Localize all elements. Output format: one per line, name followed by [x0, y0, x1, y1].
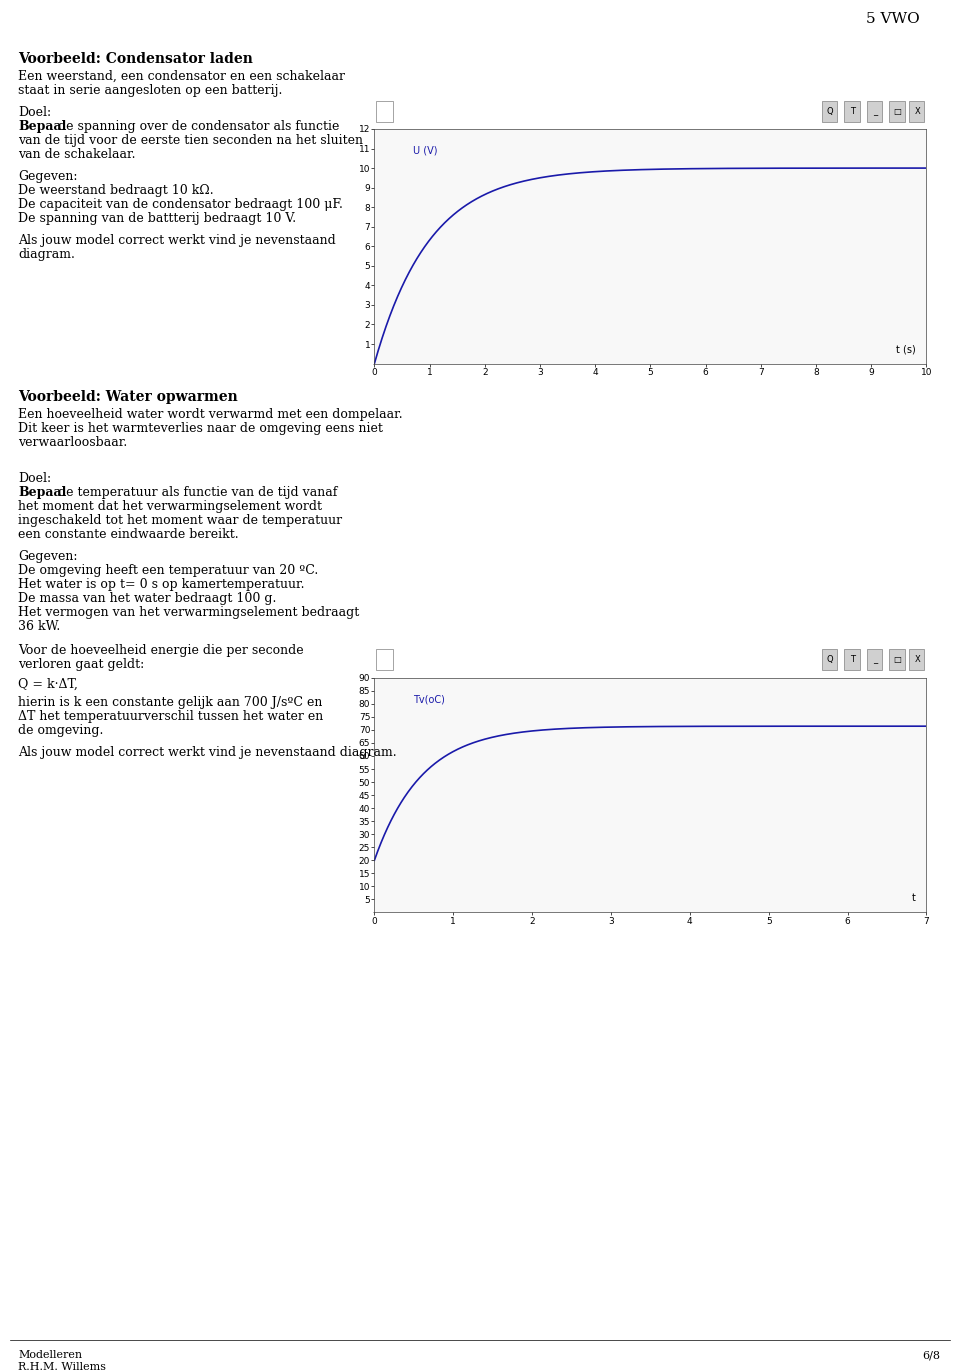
Text: 36 kW.: 36 kW. — [18, 620, 60, 632]
Bar — [909, 649, 924, 671]
Bar — [909, 100, 924, 122]
Text: T: T — [850, 656, 855, 664]
Text: De capaciteit van de condensator bedraagt 100 μF.: De capaciteit van de condensator bedraag… — [18, 198, 343, 211]
Text: de temperatuur als functie van de tijd vanaf: de temperatuur als functie van de tijd v… — [54, 486, 337, 499]
Text: De massa van het water bedraagt 100 g.: De massa van het water bedraagt 100 g. — [18, 591, 276, 605]
Text: 6/8: 6/8 — [922, 1350, 940, 1360]
Text: _: _ — [873, 107, 877, 115]
Text: Bepaal: Bepaal — [18, 486, 66, 499]
Bar — [844, 649, 860, 671]
Text: De omgeving heeft een temperatuur van 20 ºC.: De omgeving heeft een temperatuur van 20… — [18, 564, 319, 578]
Text: De weerstand bedraagt 10 kΩ.: De weerstand bedraagt 10 kΩ. — [18, 184, 214, 198]
Text: T: T — [850, 107, 855, 115]
Text: Als jouw model correct werkt vind je nevenstaand diagram.: Als jouw model correct werkt vind je nev… — [18, 746, 396, 759]
Bar — [867, 100, 882, 122]
Text: Voor de hoeveelheid energie die per seconde: Voor de hoeveelheid energie die per seco… — [18, 643, 303, 657]
Bar — [376, 649, 394, 671]
Bar — [822, 100, 837, 122]
Text: Temperatuur als functie van de tijd: Temperatuur als functie van de tijd — [400, 653, 634, 667]
Text: ΔT het temperatuurverschil tussen het water en: ΔT het temperatuurverschil tussen het wa… — [18, 709, 324, 723]
Bar — [822, 649, 837, 671]
Text: het moment dat het verwarmingselement wordt: het moment dat het verwarmingselement wo… — [18, 499, 322, 513]
Text: Het water is op t= 0 s op kamertemperatuur.: Het water is op t= 0 s op kamertemperatu… — [18, 578, 304, 591]
Text: Spanning functie van de tijd: Spanning functie van de tijd — [400, 104, 588, 118]
Text: Tv(oC): Tv(oC) — [413, 694, 444, 704]
Text: de spanning over de condensator als functie: de spanning over de condensator als func… — [54, 119, 340, 133]
Text: t (s): t (s) — [896, 344, 916, 354]
Text: de omgeving.: de omgeving. — [18, 724, 104, 737]
Text: hierin is k een constante gelijk aan 700 J/sºC en: hierin is k een constante gelijk aan 700… — [18, 696, 323, 709]
Text: Modelleren
R.H.M. Willems: Modelleren R.H.M. Willems — [18, 1350, 106, 1372]
Bar — [889, 100, 905, 122]
Text: U (V): U (V) — [413, 145, 438, 155]
Text: Een hoeveelheid water wordt verwarmd met een dompelaar.: Een hoeveelheid water wordt verwarmd met… — [18, 407, 402, 421]
Text: verloren gaat geldt:: verloren gaat geldt: — [18, 659, 144, 671]
Text: Gegeven:: Gegeven: — [18, 170, 78, 182]
Text: De spanning van de battterij bedraagt 10 V.: De spanning van de battterij bedraagt 10… — [18, 213, 296, 225]
Text: Doel:: Doel: — [18, 106, 51, 119]
Text: 5 VWO: 5 VWO — [866, 12, 920, 26]
Bar — [889, 649, 905, 671]
Text: van de tijd voor de eerste tien seconden na het sluiten: van de tijd voor de eerste tien seconden… — [18, 134, 363, 147]
Text: Een weerstand, een condensator en een schakelaar: Een weerstand, een condensator en een sc… — [18, 70, 345, 82]
Text: Als jouw model correct werkt vind je nevenstaand: Als jouw model correct werkt vind je nev… — [18, 235, 336, 247]
Text: van de schakelaar.: van de schakelaar. — [18, 148, 135, 161]
Text: Q: Q — [827, 107, 833, 115]
Text: Q = k·ΔT,: Q = k·ΔT, — [18, 678, 78, 691]
Text: staat in serie aangesloten op een batterij.: staat in serie aangesloten op een batter… — [18, 84, 282, 97]
Text: Voorbeeld: Water opwarmen: Voorbeeld: Water opwarmen — [18, 390, 238, 403]
Text: Gegeven:: Gegeven: — [18, 550, 78, 563]
Text: Bepaal: Bepaal — [18, 119, 66, 133]
Bar — [376, 100, 394, 122]
Bar — [867, 649, 882, 671]
Text: diagram.: diagram. — [18, 248, 75, 261]
Text: verwaarloosbaar.: verwaarloosbaar. — [18, 436, 128, 449]
Text: t: t — [911, 893, 915, 903]
Text: □: □ — [894, 107, 901, 115]
Text: ingeschakeld tot het moment waar de temperatuur: ingeschakeld tot het moment waar de temp… — [18, 514, 342, 527]
Text: □: □ — [894, 656, 901, 664]
Text: Voorbeeld: Condensator laden: Voorbeeld: Condensator laden — [18, 52, 252, 66]
Text: X: X — [914, 656, 920, 664]
Text: Het vermogen van het verwarmingselement bedraagt: Het vermogen van het verwarmingselement … — [18, 606, 359, 619]
Text: Q: Q — [827, 656, 833, 664]
Text: een constante eindwaarde bereikt.: een constante eindwaarde bereikt. — [18, 528, 239, 541]
Text: Doel:: Doel: — [18, 472, 51, 484]
Text: Dit keer is het warmteverlies naar de omgeving eens niet: Dit keer is het warmteverlies naar de om… — [18, 423, 383, 435]
Bar — [844, 100, 860, 122]
Text: X: X — [914, 107, 920, 115]
Text: _: _ — [873, 656, 877, 664]
